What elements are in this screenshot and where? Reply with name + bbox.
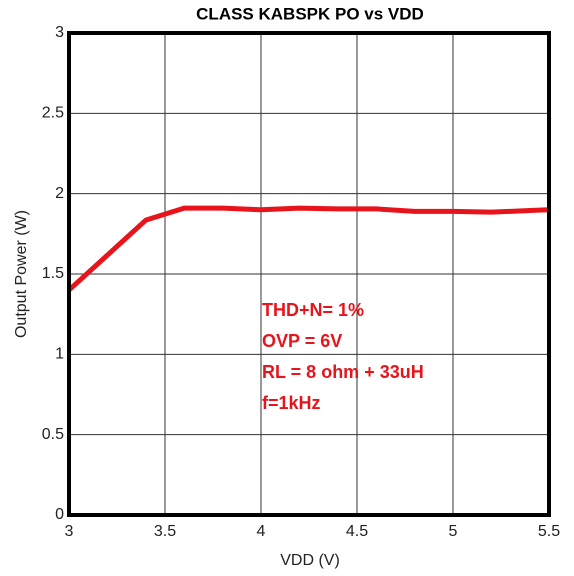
x-axis-label: VDD (V) (280, 552, 340, 569)
y-tick-label: 1 (55, 346, 64, 363)
y-tick-label: 0.5 (42, 426, 64, 443)
y-tick-label: 3 (55, 24, 64, 41)
chart-title: CLASS KABSPK PO vs VDD (196, 4, 424, 23)
annotation: RL = 8 ohm + 33uH (262, 362, 424, 382)
y-tick-label: 1.5 (42, 265, 64, 282)
data-line (67, 205, 550, 292)
x-tick-label: 3.5 (154, 523, 176, 540)
plot-frame (67, 31, 551, 517)
annotation: OVP = 6V (262, 331, 342, 351)
annotation: f=1kHz (262, 393, 321, 413)
y-tick-label: 2.5 (42, 105, 64, 122)
x-tick-label: 4 (257, 523, 266, 540)
annotation: THD+N= 1% (262, 300, 364, 320)
x-tick-label: 5 (449, 523, 458, 540)
y-tick-label: 2 (55, 185, 64, 202)
x-tick-label: 4.5 (346, 523, 368, 540)
x-tick-label: 5.5 (538, 523, 560, 540)
y-tick-label: 0 (55, 506, 64, 523)
y-axis-label: Output Power (W) (13, 210, 30, 338)
x-tick-label: 3 (65, 523, 74, 540)
